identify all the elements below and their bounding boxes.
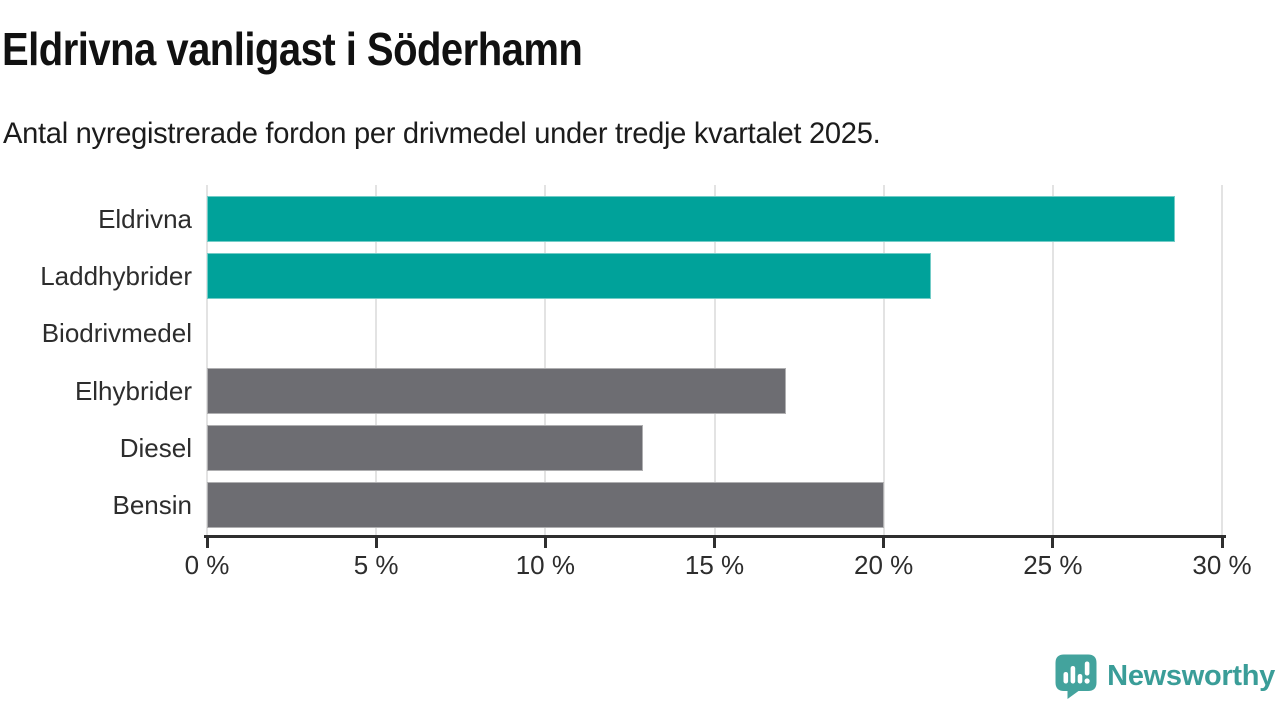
x-axis-tick-label: 10 % bbox=[515, 550, 575, 580]
x-axis-tick bbox=[1220, 535, 1224, 548]
bar bbox=[207, 195, 1175, 242]
x-axis-tick-label: 5 % bbox=[353, 550, 399, 580]
brand-footer: Newsworthy bbox=[1054, 653, 1275, 699]
category-label: Biodrivmedel bbox=[41, 318, 192, 349]
x-axis-tick bbox=[1051, 535, 1055, 548]
category-label: Laddhybrider bbox=[40, 260, 192, 291]
x-axis-tick bbox=[543, 535, 547, 548]
x-axis-tick bbox=[882, 535, 886, 548]
bar bbox=[207, 252, 932, 299]
category-label: Eldrivna bbox=[98, 203, 192, 234]
gridline bbox=[1221, 185, 1223, 535]
gridline bbox=[713, 185, 716, 535]
x-axis-tick-label: 0 % bbox=[184, 550, 230, 580]
gridline bbox=[206, 185, 208, 535]
x-axis-tick-label: 30 % bbox=[1192, 550, 1252, 580]
category-label: Elhybrider bbox=[74, 375, 192, 406]
category-label: Bensin bbox=[112, 490, 193, 521]
bar bbox=[207, 482, 884, 529]
bar bbox=[207, 367, 786, 414]
gridline bbox=[375, 185, 378, 535]
gridline bbox=[882, 185, 885, 535]
bar bbox=[207, 424, 644, 471]
chart-subtitle: Antal nyregistrerade fordon per drivmede… bbox=[3, 117, 881, 150]
category-label: Diesel bbox=[119, 432, 192, 463]
x-axis-tick bbox=[205, 535, 209, 548]
x-axis-tick-label: 15 % bbox=[684, 550, 745, 580]
x-axis-tick bbox=[713, 535, 716, 548]
gridline bbox=[1051, 185, 1054, 535]
gridline bbox=[544, 185, 547, 535]
x-axis-tick-label: 25 % bbox=[1023, 550, 1083, 580]
newsworthy-logo-icon bbox=[1055, 654, 1097, 699]
x-axis-tick bbox=[374, 535, 378, 548]
chart-title: Eldrivna vanligast i Söderhamn bbox=[2, 23, 583, 75]
brand-name: Newsworthy bbox=[1107, 659, 1275, 692]
x-axis-tick-label: 20 % bbox=[854, 550, 914, 580]
